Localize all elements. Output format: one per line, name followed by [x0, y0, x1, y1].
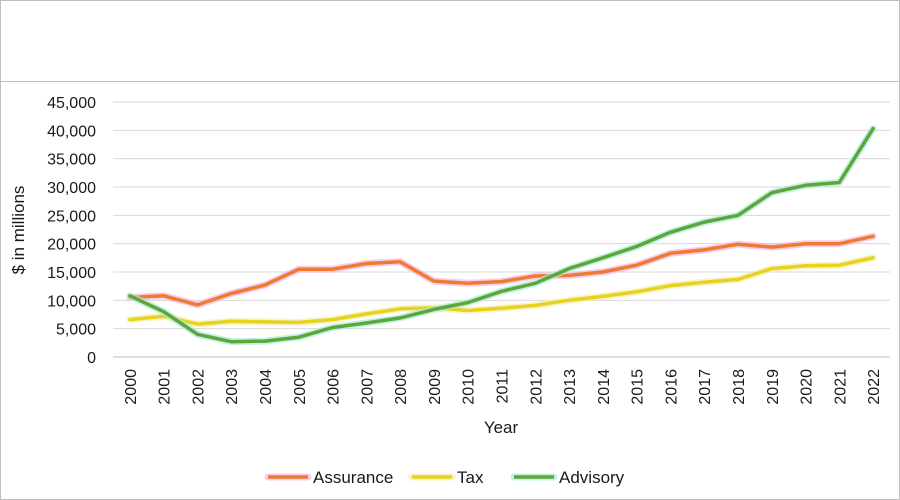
x-tick-label: 2002 [190, 369, 207, 405]
legend-item-tax: Tax [408, 468, 484, 487]
x-tick-label: 2003 [224, 369, 241, 405]
legend-label: Assurance [313, 468, 393, 487]
x-tick-label: 2019 [765, 369, 782, 405]
tax-line [128, 256, 875, 326]
assurance-line [128, 234, 875, 307]
x-axis-ticks: 2000 2001 2002 2003 2004 2005 2006 2007 2008 2009… [123, 369, 883, 405]
x-tick-label: 2010 [461, 369, 478, 405]
x-tick-label: 2008 [393, 369, 410, 405]
y-tick-label: 45,000 [47, 95, 96, 112]
x-tick-label: 2022 [866, 369, 883, 405]
legend-label: Advisory [559, 468, 625, 487]
legend-label: Tax [457, 468, 484, 487]
y-tick-label: 20,000 [47, 237, 96, 254]
legend-item-advisory: Advisory [510, 468, 625, 487]
legend-item-assurance: Assurance [264, 468, 393, 487]
x-tick-label: 2017 [697, 369, 714, 405]
y-tick-label: 30,000 [47, 180, 96, 197]
gridlines [113, 101, 890, 358]
y-tick-label: 25,000 [47, 208, 96, 225]
y-tick-label: 0 [87, 350, 96, 367]
y-tick-label: 40,000 [47, 123, 96, 140]
y-axis-title: $ in millions [9, 186, 28, 275]
x-tick-label: 2020 [799, 369, 816, 405]
x-tick-label: 2004 [258, 369, 275, 405]
x-tick-label: 2001 [157, 369, 174, 405]
x-tick-label: 2009 [427, 369, 444, 405]
y-axis-ticks: 0 5,000 10,000 15,000 20,000 25,000 30,000 35,0… [47, 95, 96, 367]
advisory-line [128, 126, 875, 344]
y-tick-label: 35,000 [47, 152, 96, 169]
y-tick-label: 15,000 [47, 265, 96, 282]
y-tick-label: 10,000 [47, 293, 96, 310]
x-tick-label: 2005 [292, 369, 309, 405]
x-tick-label: 2016 [663, 369, 680, 405]
x-tick-label: 2006 [326, 369, 343, 405]
y-tick-label: 5,000 [56, 322, 96, 339]
x-tick-label: 2015 [630, 369, 647, 405]
x-tick-label: 2007 [359, 369, 376, 405]
x-tick-label: 2021 [832, 369, 849, 405]
series-lines [126, 125, 877, 346]
x-tick-label: 2013 [562, 369, 579, 405]
chart-title-area [1, 1, 899, 82]
x-tick-label: 2011 [495, 369, 512, 404]
x-tick-label: 2018 [731, 369, 748, 405]
legend: Assurance Tax Advisory [264, 468, 625, 487]
x-tick-label: 2014 [596, 369, 613, 405]
x-tick-label: 2000 [123, 369, 140, 405]
x-tick-label: 2012 [528, 369, 545, 405]
x-axis-title: Year [484, 418, 519, 437]
